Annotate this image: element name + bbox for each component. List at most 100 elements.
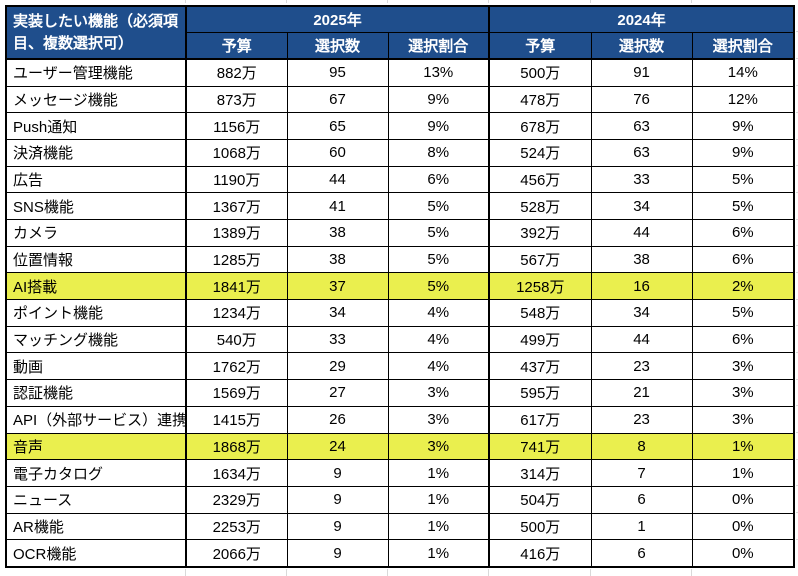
value-cell: 23 <box>590 352 693 381</box>
value-cell: 8 <box>590 432 693 461</box>
value-cell: 23 <box>590 405 693 434</box>
subheader-2024-share: 選択割合 <box>691 31 795 60</box>
value-cell: 7 <box>590 459 693 487</box>
value-cell: 5% <box>387 192 490 221</box>
excel-gridline <box>796 112 798 113</box>
excel-gridline <box>796 485 798 486</box>
sub-header-row: 予算 選択数 選択割合 予算 選択数 選択割合 <box>6 31 795 60</box>
value-cell: 38 <box>590 245 693 274</box>
feature-cell: 動画 <box>5 352 187 381</box>
table-row: ユーザー管理機能 882万 95 13% 500万 91 14% <box>5 58 795 87</box>
value-cell: 1% <box>387 459 490 487</box>
value-cell: 1841万 <box>185 272 288 301</box>
feature-comparison-table: 実装したい機能（必須項目、複数選択可） 2025年 2024年 予算 選択数 選… <box>5 5 796 568</box>
value-cell: 1762万 <box>185 352 288 381</box>
value-cell: 6% <box>691 325 795 354</box>
value-cell: 528万 <box>488 192 592 221</box>
excel-gridline <box>590 0 591 3</box>
table-row: 広告 1190万 44 6% 456万 33 5% <box>5 165 795 194</box>
value-cell: 26 <box>286 405 389 434</box>
value-cell: 678万 <box>488 112 592 141</box>
value-cell: 38 <box>286 245 389 274</box>
value-cell: 500万 <box>488 512 592 541</box>
value-cell: 33 <box>286 325 389 354</box>
value-cell: 34 <box>590 299 693 327</box>
table-row: 位置情報 1285万 38 5% 567万 38 6% <box>5 245 795 274</box>
excel-gridline <box>796 245 798 246</box>
excel-gridline <box>796 379 798 380</box>
feature-cell: マッチング機能 <box>5 325 187 354</box>
value-cell: 63 <box>590 139 693 167</box>
value-cell: 1% <box>691 432 795 461</box>
year-2025-header: 2025年 <box>184 5 490 33</box>
value-cell: 416万 <box>488 539 592 568</box>
excel-gridline <box>796 325 798 326</box>
value-cell: 9% <box>691 139 795 167</box>
value-cell: 9 <box>286 459 389 487</box>
value-cell: 13% <box>387 58 490 87</box>
value-cell: 1415万 <box>185 405 288 434</box>
excel-gridline <box>796 352 798 353</box>
feature-cell: Push通知 <box>5 112 187 141</box>
value-cell: 1 <box>590 512 693 541</box>
excel-gridline <box>488 569 489 576</box>
value-cell: 456万 <box>488 165 592 194</box>
value-cell: 5% <box>387 219 490 247</box>
value-cell: 1389万 <box>185 219 288 247</box>
table-body: ユーザー管理機能 882万 95 13% 500万 91 14% メッセージ機能 873万 67 9… <box>5 58 795 568</box>
excel-gridline <box>387 569 388 576</box>
value-cell: 500万 <box>488 58 592 87</box>
table-row: 決済機能 1068万 60 8% 524万 63 9% <box>5 139 795 167</box>
feature-cell: OCR機能 <box>5 539 187 568</box>
table-row: AI搭載 1841万 37 5% 1258万 16 2% <box>5 272 795 301</box>
table-row: 音声 1868万 24 3% 741万 8 1% <box>5 432 795 461</box>
subheader-2025-count: 選択数 <box>286 31 389 60</box>
value-cell: 6 <box>590 539 693 568</box>
value-cell: 595万 <box>488 379 592 407</box>
table-row: ニュース 2329万 9 1% 504万 6 0% <box>5 485 795 514</box>
value-cell: 44 <box>286 165 389 194</box>
value-cell: 882万 <box>185 58 288 87</box>
value-cell: 0% <box>691 512 795 541</box>
feature-cell: 広告 <box>5 165 187 194</box>
value-cell: 617万 <box>488 405 592 434</box>
value-cell: 67 <box>286 85 389 114</box>
table-row: 動画 1762万 29 4% 437万 23 3% <box>5 352 795 381</box>
value-cell: 65 <box>286 112 389 141</box>
feature-cell: ニュース <box>5 485 187 514</box>
feature-cell: メッセージ機能 <box>5 85 187 114</box>
value-cell: 33 <box>590 165 693 194</box>
feature-cell: 音声 <box>5 432 187 461</box>
value-cell: 12% <box>691 85 795 114</box>
feature-cell: 認証機能 <box>5 379 187 407</box>
feature-cell: API（外部サービス）連携 <box>5 405 187 434</box>
value-cell: 9% <box>387 112 490 141</box>
value-cell: 2% <box>691 272 795 301</box>
value-cell: 34 <box>286 299 389 327</box>
value-cell: 4% <box>387 325 490 354</box>
value-cell: 4% <box>387 299 490 327</box>
value-cell: 76 <box>590 85 693 114</box>
value-cell: 1569万 <box>185 379 288 407</box>
excel-gridline <box>796 85 798 86</box>
excel-gridline <box>796 512 798 513</box>
value-cell: 478万 <box>488 85 592 114</box>
feature-column-header: 実装したい機能（必須項目、複数選択可） <box>5 5 187 60</box>
value-cell: 6% <box>691 219 795 247</box>
excel-gridline <box>796 539 798 540</box>
value-cell: 63 <box>590 112 693 141</box>
excel-gridline <box>796 31 798 32</box>
value-cell: 1068万 <box>185 139 288 167</box>
value-cell: 499万 <box>488 325 592 354</box>
table-header: 実装したい機能（必須項目、複数選択可） 2025年 2024年 予算 選択数 選… <box>5 5 795 60</box>
value-cell: 9% <box>387 85 490 114</box>
value-cell: 37 <box>286 272 389 301</box>
value-cell: 34 <box>590 192 693 221</box>
value-cell: 3% <box>691 405 795 434</box>
excel-gridline <box>488 0 489 3</box>
value-cell: 27 <box>286 379 389 407</box>
excel-gridline <box>796 272 798 273</box>
value-cell: 5% <box>691 165 795 194</box>
value-cell: 1% <box>387 512 490 541</box>
